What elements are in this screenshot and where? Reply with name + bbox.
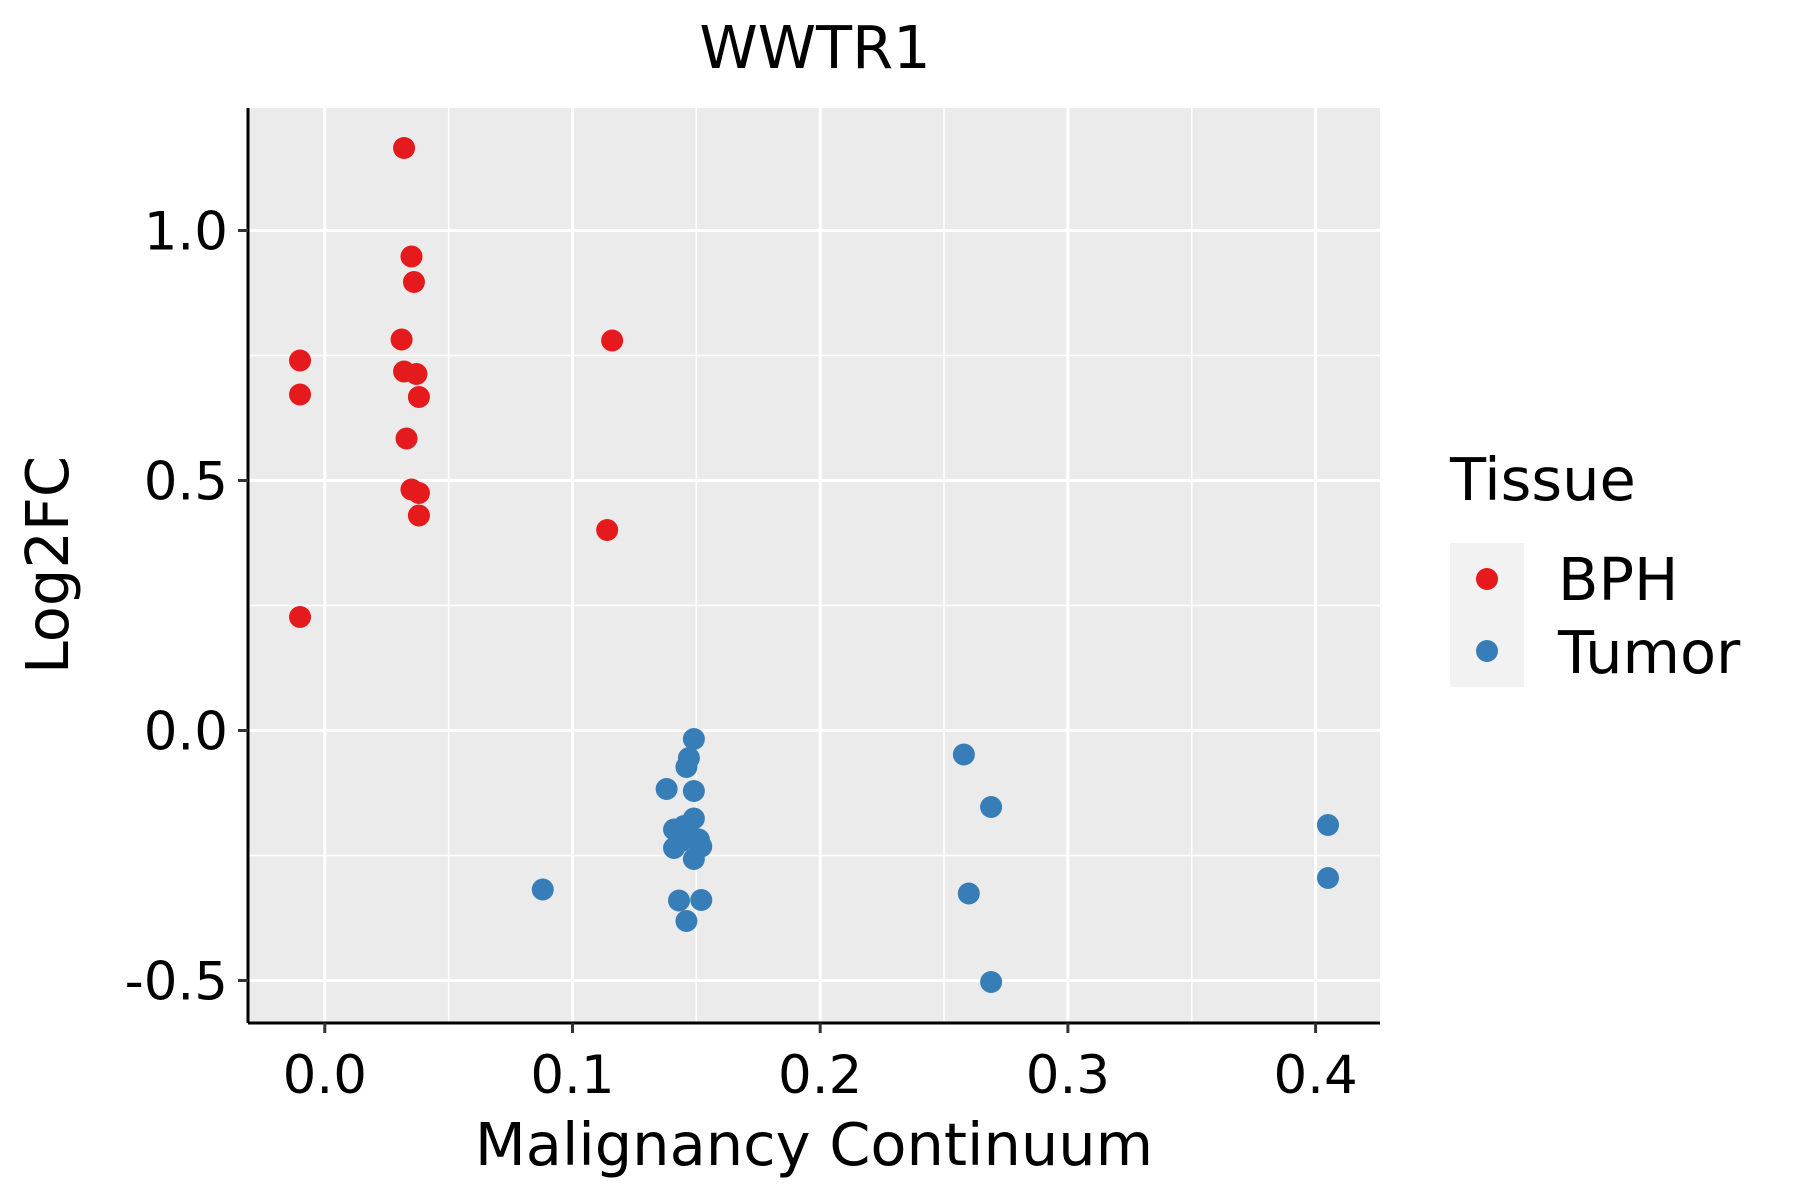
x-tick-label: 0.4	[1273, 1045, 1357, 1106]
data-point-tumor	[980, 796, 1003, 818]
y-axis-label: Log2FC	[13, 456, 82, 674]
data-point-tumor	[980, 971, 1003, 993]
data-point-bph	[390, 328, 413, 351]
x-tick-label: 0.3	[1026, 1045, 1110, 1106]
data-point-tumor	[682, 848, 705, 870]
data-point-bph	[407, 386, 430, 408]
data-point-tumor	[690, 889, 713, 911]
data-point-tumor	[957, 882, 980, 905]
legend-key-tumor	[1476, 640, 1498, 662]
y-axis-ticks: -0.5 0.0 0.5 1.0	[125, 202, 248, 1013]
legend-key-bph	[1476, 568, 1498, 590]
data-point-bph	[289, 606, 312, 628]
data-point-tumor	[531, 878, 554, 901]
data-point-bph	[393, 137, 416, 159]
chart-title: WWTR1	[699, 13, 930, 82]
y-tick-label: 0.0	[144, 702, 228, 763]
legend-key-background	[1450, 543, 1524, 687]
legend: Tissue BPH Tumor	[1449, 445, 1741, 687]
data-point-bph	[400, 245, 423, 268]
data-point-tumor	[1316, 867, 1339, 889]
x-tick-label: 0.0	[283, 1045, 367, 1106]
data-point-bph	[407, 482, 430, 504]
data-point-tumor	[1316, 814, 1339, 836]
data-point-bph	[596, 519, 619, 541]
data-points	[289, 137, 1339, 993]
data-point-tumor	[655, 778, 678, 800]
data-point-tumor	[668, 889, 691, 912]
legend-title: Tissue	[1449, 445, 1636, 514]
x-axis-ticks: 0.0 0.1 0.2 0.3 0.4	[283, 1023, 1358, 1106]
data-point-bph	[601, 329, 624, 352]
data-point-tumor	[682, 728, 705, 750]
data-point-bph	[402, 271, 425, 293]
y-tick-label: -0.5	[125, 952, 228, 1013]
data-point-tumor	[675, 910, 698, 932]
y-tick-label: 0.5	[144, 452, 228, 513]
plot-panel	[248, 108, 1380, 1023]
x-tick-label: 0.1	[530, 1045, 614, 1106]
y-tick-label: 1.0	[144, 202, 228, 263]
data-point-tumor	[675, 756, 698, 778]
legend-label-bph: BPH	[1558, 545, 1678, 614]
data-point-bph	[289, 349, 312, 372]
data-point-tumor	[952, 743, 975, 766]
grid-minor	[248, 108, 1380, 1023]
data-point-bph	[407, 504, 430, 527]
grid-major	[248, 108, 1380, 1023]
data-point-bph	[289, 383, 312, 406]
data-point-tumor	[682, 780, 705, 802]
data-point-bph	[395, 427, 418, 450]
data-point-tumor	[663, 837, 686, 859]
legend-label-tumor: Tumor	[1557, 618, 1741, 687]
data-point-bph	[405, 363, 428, 385]
x-axis-label: Malignancy Continuum	[475, 1110, 1153, 1179]
x-tick-label: 0.2	[778, 1045, 862, 1106]
